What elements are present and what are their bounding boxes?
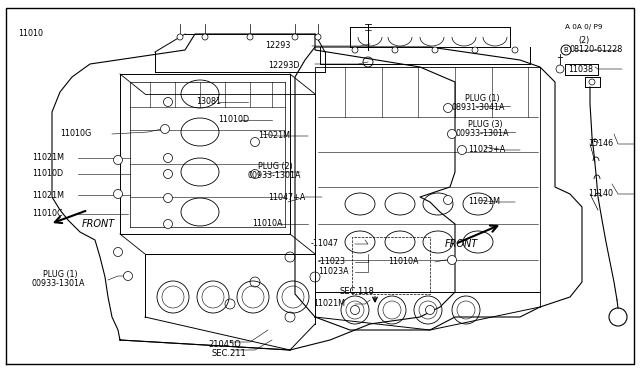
Circle shape <box>472 47 478 53</box>
Text: 11047+A: 11047+A <box>268 192 305 202</box>
Circle shape <box>447 129 456 138</box>
Text: 12293D: 12293D <box>268 61 300 71</box>
Circle shape <box>556 65 564 73</box>
Circle shape <box>447 256 456 264</box>
Text: FRONT: FRONT <box>82 219 115 229</box>
Text: 00933-1301A: 00933-1301A <box>248 171 301 180</box>
Text: A 0A 0/ P9: A 0A 0/ P9 <box>565 24 602 30</box>
Text: 11021M: 11021M <box>32 154 64 163</box>
Circle shape <box>432 47 438 53</box>
Text: 11021M: 11021M <box>313 299 345 308</box>
Text: 11010A: 11010A <box>252 219 282 228</box>
Text: 11021M: 11021M <box>32 190 64 199</box>
Text: (2): (2) <box>578 35 589 45</box>
Text: 11010D: 11010D <box>218 115 249 125</box>
Circle shape <box>250 170 259 179</box>
Text: 11023A: 11023A <box>318 267 349 276</box>
Circle shape <box>589 79 595 85</box>
Circle shape <box>163 170 173 179</box>
Text: FRONT: FRONT <box>445 239 478 249</box>
Circle shape <box>444 103 452 112</box>
Text: 00933-1301A: 00933-1301A <box>32 279 86 289</box>
Text: 11021M: 11021M <box>258 131 290 141</box>
Text: 11140: 11140 <box>588 189 613 199</box>
Text: -11023: -11023 <box>318 257 346 266</box>
Text: 11010D: 11010D <box>32 170 63 179</box>
Circle shape <box>163 193 173 202</box>
Text: 08120-61228: 08120-61228 <box>570 45 623 55</box>
Text: PLUG (2): PLUG (2) <box>258 161 292 170</box>
Circle shape <box>202 34 208 40</box>
Circle shape <box>247 34 253 40</box>
Text: PLUG (1): PLUG (1) <box>465 93 500 103</box>
Circle shape <box>113 247 122 257</box>
Text: 15146: 15146 <box>588 140 613 148</box>
Circle shape <box>315 34 321 40</box>
Text: 21045Q: 21045Q <box>208 340 241 349</box>
Circle shape <box>458 145 467 154</box>
Circle shape <box>352 47 358 53</box>
Circle shape <box>177 34 183 40</box>
Text: 11021M: 11021M <box>468 198 500 206</box>
Circle shape <box>124 272 132 280</box>
Text: 11023+A: 11023+A <box>468 145 505 154</box>
Text: PLUG (1): PLUG (1) <box>43 270 77 279</box>
Text: -11047: -11047 <box>311 240 339 248</box>
Circle shape <box>426 305 435 314</box>
Text: SEC.118: SEC.118 <box>340 288 375 296</box>
Circle shape <box>392 47 398 53</box>
Circle shape <box>444 196 452 205</box>
Text: PLUG (3): PLUG (3) <box>468 119 502 128</box>
Circle shape <box>163 154 173 163</box>
Circle shape <box>113 189 122 199</box>
Text: 08931-3041A: 08931-3041A <box>452 103 506 112</box>
Text: 11010G: 11010G <box>60 129 92 138</box>
Text: 12293: 12293 <box>265 42 291 51</box>
Text: SEC.211: SEC.211 <box>212 350 247 359</box>
Text: 00933-1301A: 00933-1301A <box>456 129 509 138</box>
Circle shape <box>351 305 360 314</box>
Circle shape <box>163 97 173 106</box>
Circle shape <box>512 47 518 53</box>
Circle shape <box>292 34 298 40</box>
Text: 11010C: 11010C <box>32 209 63 218</box>
Text: 11010A: 11010A <box>388 257 419 266</box>
Text: 11010: 11010 <box>18 29 43 38</box>
Text: B: B <box>564 47 568 53</box>
Text: 11038: 11038 <box>568 65 593 74</box>
Circle shape <box>161 125 170 134</box>
Text: 13081: 13081 <box>196 97 221 106</box>
Circle shape <box>113 155 122 164</box>
Circle shape <box>250 138 259 147</box>
Circle shape <box>163 219 173 228</box>
